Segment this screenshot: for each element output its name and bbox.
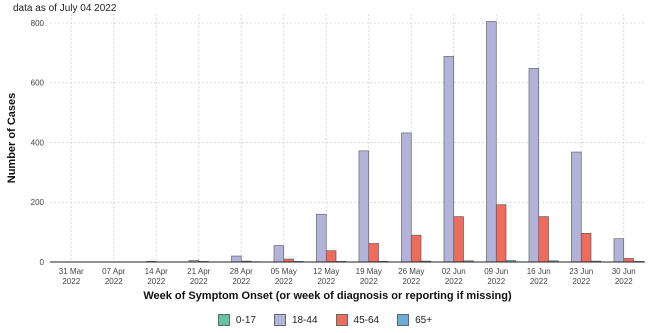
bar-18-44 (443, 56, 455, 263)
x-tick-year: 2022 (62, 277, 80, 286)
x-tick-label: 05 May (271, 267, 297, 276)
legend-label: 65+ (415, 314, 433, 326)
bar-18-44 (401, 132, 412, 263)
y-tick-label: 200 (31, 198, 45, 207)
x-tick-label: 28 Apr (230, 267, 253, 276)
x-tick-label: 26 May (398, 267, 424, 276)
legend-item: 0-17 (217, 314, 256, 326)
legend-swatch (397, 314, 410, 326)
bar-45-64 (410, 234, 422, 263)
bar-45-64 (453, 216, 464, 263)
bar-45-64 (623, 258, 634, 263)
legend-swatch (273, 314, 286, 326)
bar-45-64 (325, 250, 337, 263)
x-tick-label: 23 Jun (569, 267, 593, 276)
x-tick-year: 2022 (402, 277, 420, 286)
bar-45-64 (538, 216, 549, 263)
x-tick-label: 31 Mar (59, 267, 84, 276)
x-tick-year: 2022 (275, 277, 293, 286)
bar-45-64 (368, 243, 379, 263)
bar-18-44 (613, 238, 625, 263)
x-tick-label: 12 May (313, 267, 339, 276)
x-tick-year: 2022 (445, 277, 463, 286)
data-date-note: data as of July 04 2022 (13, 3, 117, 14)
x-tick-label: 21 Apr (187, 267, 210, 276)
x-tick-year: 2022 (105, 277, 123, 286)
y-tick-label: 600 (31, 79, 45, 88)
bar-18-44 (273, 245, 285, 263)
legend-label: 0-17 (235, 314, 256, 326)
bar-45-64 (495, 204, 507, 263)
legend-swatch (217, 314, 230, 326)
bar-18-44 (231, 255, 242, 263)
x-tick-year: 2022 (572, 277, 590, 286)
x-tick-year: 2022 (530, 277, 548, 286)
x-tick-year: 2022 (317, 277, 335, 286)
bar-18-44 (486, 21, 497, 263)
y-tick-label: 800 (31, 19, 45, 28)
bar-18-44 (316, 213, 327, 263)
x-tick-label: 07 Apr (102, 267, 125, 276)
bar-18-44 (528, 68, 540, 263)
x-tick-year: 2022 (190, 277, 208, 286)
x-tick-year: 2022 (615, 277, 633, 286)
x-tick-label: 19 May (356, 267, 382, 276)
y-axis-title: Number of Cases (6, 93, 18, 183)
legend-swatch (335, 314, 348, 326)
x-tick-label: 30 Jun (612, 267, 636, 276)
bar-45-64 (580, 233, 592, 263)
x-tick-label: 16 Jun (527, 267, 551, 276)
legend-item: 18-44 (273, 314, 318, 326)
x-tick-year: 2022 (147, 277, 165, 286)
x-tick-label: 02 Jun (442, 267, 466, 276)
x-tick-year: 2022 (487, 277, 505, 286)
legend-item: 45-64 (335, 314, 380, 326)
y-tick-label: 0 (40, 258, 45, 267)
y-tick-label: 400 (31, 138, 45, 147)
bar-18-44 (571, 151, 582, 263)
x-tick-year: 2022 (232, 277, 250, 286)
legend-item: 65+ (397, 314, 432, 326)
legend-label: 18-44 (291, 314, 318, 326)
legend: 0-17 18-44 45-64 65+ (0, 314, 650, 326)
legend-label: 45-64 (353, 314, 380, 326)
x-tick-label: 14 Apr (145, 267, 168, 276)
x-tick-year: 2022 (360, 277, 378, 286)
bar-18-44 (358, 150, 370, 263)
x-tick-label: 09 Jun (484, 267, 508, 276)
x-axis-title: Week of Symptom Onset (or week of diagno… (143, 290, 512, 302)
